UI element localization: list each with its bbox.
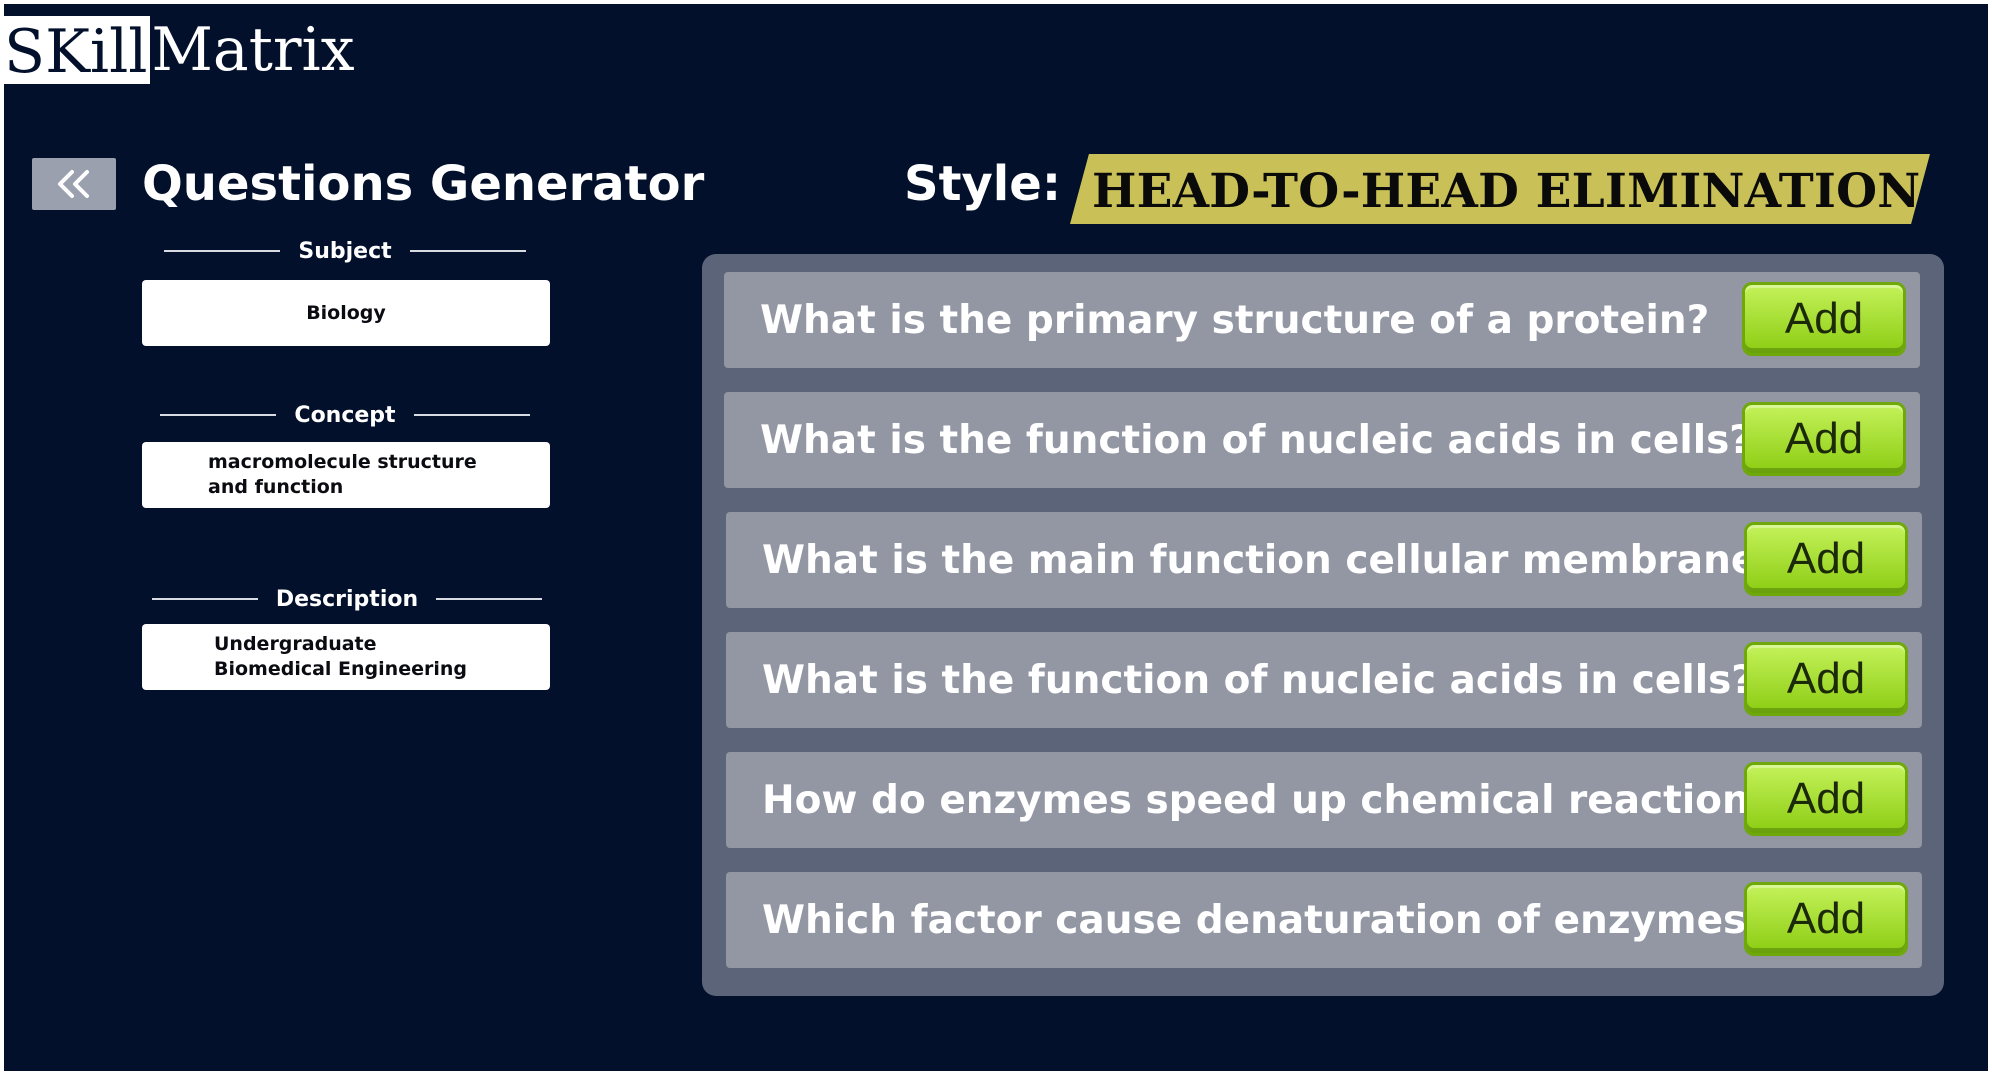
skillmatrix-logo: SKill Matrix <box>4 12 355 84</box>
description-label: Description <box>275 586 419 612</box>
back-button[interactable] <box>32 158 116 210</box>
divider-line <box>413 414 530 416</box>
app-window: SKill Matrix Questions Generator Subject… <box>4 4 1988 1071</box>
add-question-button[interactable]: Add <box>1744 642 1908 716</box>
style-value: HEAD-TO-HEAD ELIMINATION <box>1092 164 1921 219</box>
add-question-button[interactable]: Add <box>1742 402 1906 476</box>
subject-field[interactable]: Biology <box>142 280 550 346</box>
add-question-button[interactable]: Add <box>1744 762 1908 836</box>
question-row: What is the function of nucleic acids in… <box>726 632 1922 728</box>
questions-panel: What is the primary structure of a prote… <box>702 254 1944 996</box>
add-question-button[interactable]: Add <box>1742 282 1906 356</box>
subject-label-row: Subject <box>160 236 530 266</box>
description-value: Undergraduate Biomedical Engineering <box>214 633 467 680</box>
description-label-row: Description <box>152 584 542 614</box>
concept-label: Concept <box>294 402 396 428</box>
subject-value: Biology <box>306 301 386 324</box>
style-badge: HEAD-TO-HEAD ELIMINATION <box>1070 154 1930 224</box>
question-row: What is the main function cellular membr… <box>726 512 1922 608</box>
question-text: What is the primary structure of a prote… <box>760 297 1710 343</box>
question-text: What is the function of nucleic acids in… <box>760 417 1752 463</box>
style-badge-background <box>1070 154 1930 224</box>
question-text: What is the function of nucleic acids in… <box>762 657 1754 703</box>
add-question-button[interactable]: Add <box>1744 882 1908 956</box>
divider-line <box>436 598 542 600</box>
divider-line <box>409 250 526 252</box>
question-text: How do enzymes speed up chemical reactio… <box>762 777 1796 823</box>
add-question-button[interactable]: Add <box>1744 522 1908 596</box>
page-title: Questions Generator <box>142 156 705 212</box>
question-row: What is the primary structure of a prote… <box>724 272 1920 368</box>
divider-line <box>160 414 277 416</box>
concept-field[interactable]: macromolecule structure and function <box>142 442 550 508</box>
question-row: What is the function of nucleic acids in… <box>724 392 1920 488</box>
question-text: What is the main function cellular membr… <box>762 537 1804 583</box>
question-row: How do enzymes speed up chemical reactio… <box>726 752 1922 848</box>
divider-line <box>152 598 258 600</box>
question-row: Which factor cause denaturation of enzym… <box>726 872 1922 968</box>
subject-label: Subject <box>298 238 392 264</box>
concept-value: macromolecule structure and function <box>208 451 477 498</box>
question-text: Which factor cause denaturation of enzym… <box>762 897 1769 943</box>
double-chevron-left-icon <box>58 170 89 198</box>
concept-label-row: Concept <box>160 400 530 430</box>
logo-boxed-text: SKill <box>4 16 150 87</box>
logo-text: Matrix <box>151 15 355 85</box>
description-field[interactable]: Undergraduate Biomedical Engineering <box>142 624 550 690</box>
divider-line <box>164 250 281 252</box>
style-label: Style: <box>904 156 1062 212</box>
